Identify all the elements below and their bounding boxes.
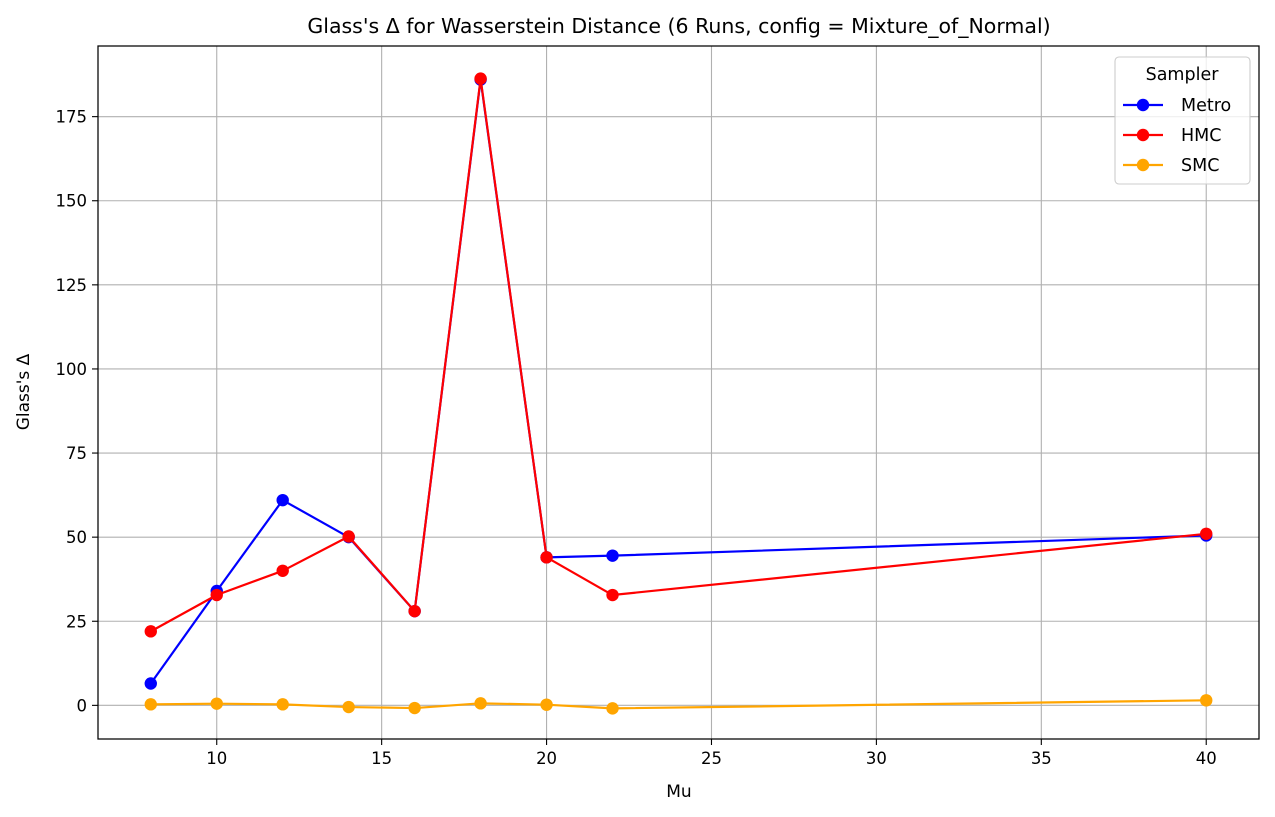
data-point-hmc bbox=[276, 564, 289, 577]
data-point-smc bbox=[342, 700, 355, 714]
legend-label-metro: Metro bbox=[1181, 96, 1231, 116]
data-point-smc bbox=[606, 702, 619, 715]
data-point-hmc bbox=[1200, 527, 1213, 540]
data-point-smc bbox=[1200, 694, 1213, 707]
y-tick-label: 150 bbox=[56, 192, 88, 211]
data-point-smc bbox=[276, 698, 289, 711]
data-point-smc bbox=[144, 698, 157, 711]
y-axis-label: Glass's Δ bbox=[14, 353, 34, 430]
legend-marker-smc bbox=[1136, 158, 1150, 172]
legend-label-hmc: HMC bbox=[1181, 126, 1221, 146]
data-point-hmc bbox=[474, 72, 487, 85]
data-point-hmc bbox=[540, 551, 553, 564]
y-axis: 0 25 50 75 100 125 150 175 bbox=[56, 108, 98, 715]
series-hmc bbox=[144, 72, 1213, 638]
legend-label-smc: SMC bbox=[1181, 156, 1219, 176]
y-tick-label: 50 bbox=[66, 528, 87, 547]
data-point-hmc bbox=[210, 588, 223, 602]
data-point-metro bbox=[276, 493, 289, 507]
data-point-hmc bbox=[408, 604, 421, 618]
legend-entry-hmc: HMC bbox=[1123, 126, 1221, 146]
data-point-hmc bbox=[342, 530, 355, 543]
legend-marker-hmc bbox=[1136, 128, 1150, 142]
data-point-smc bbox=[474, 697, 487, 710]
series-metro bbox=[144, 73, 1213, 690]
series-line-metro bbox=[149, 78, 1207, 685]
y-tick-label: 100 bbox=[56, 360, 88, 379]
y-tick-label: 0 bbox=[77, 696, 88, 715]
y-tick-label: 125 bbox=[56, 276, 88, 295]
data-point-metro bbox=[144, 677, 157, 690]
series-smc bbox=[144, 694, 1213, 715]
legend-box bbox=[1114, 56, 1251, 185]
x-tick-label: 40 bbox=[1196, 749, 1217, 768]
data-point-metro bbox=[606, 549, 619, 562]
series-line-hmc bbox=[150, 77, 1207, 633]
y-tick-label: 175 bbox=[56, 108, 88, 127]
data-point-smc bbox=[408, 701, 421, 715]
plot-area-frame bbox=[97, 45, 1260, 740]
data-point-smc bbox=[540, 698, 553, 711]
series-line-smc bbox=[150, 699, 1207, 710]
data-point-hmc bbox=[606, 588, 619, 602]
y-tick-label: 25 bbox=[66, 612, 87, 631]
grid bbox=[98, 46, 1259, 739]
x-tick-label: 15 bbox=[371, 749, 392, 768]
x-tick-label: 35 bbox=[1031, 749, 1052, 768]
series-layer bbox=[144, 72, 1213, 715]
x-tick-label: 10 bbox=[206, 749, 227, 768]
x-axis-label: Mu bbox=[666, 782, 691, 802]
data-point-smc bbox=[210, 697, 223, 710]
legend-marker-metro bbox=[1136, 98, 1150, 112]
legend-entry-smc: SMC bbox=[1123, 156, 1219, 176]
x-axis: 10 15 20 25 30 35 40 bbox=[206, 739, 1217, 768]
legend-entries: Metro HMC SMC bbox=[1123, 96, 1231, 176]
data-point-hmc bbox=[144, 625, 157, 638]
legend: Sampler Metro HMC SMC bbox=[1114, 56, 1251, 185]
x-tick-label: 30 bbox=[866, 749, 887, 768]
y-tick-label: 75 bbox=[66, 444, 87, 463]
x-tick-label: 20 bbox=[536, 749, 557, 768]
x-tick-label: 25 bbox=[701, 749, 722, 768]
chart-title: Glass's Δ for Wasserstein Distance (6 Ru… bbox=[307, 14, 1050, 39]
legend-entry-metro: Metro bbox=[1123, 96, 1231, 116]
legend-title: Sampler bbox=[1146, 65, 1220, 85]
